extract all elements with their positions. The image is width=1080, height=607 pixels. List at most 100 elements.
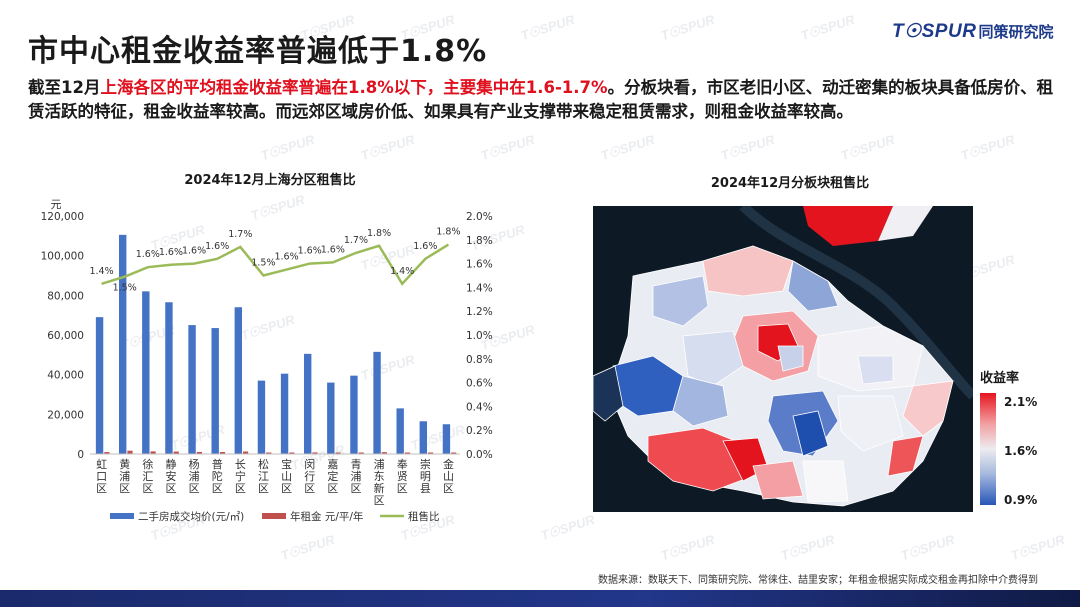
watermark-text: T☉SPUR — [358, 131, 417, 164]
summary-part-1: 截至12月 — [28, 78, 101, 97]
map-colorbar: 收益率 2.1% 1.6% 0.9% — [978, 367, 1068, 517]
x-tick-label: 区 — [258, 482, 269, 495]
y2-tick-label: 1.6% — [466, 259, 493, 271]
map-region — [878, 206, 933, 241]
price-bar — [350, 375, 358, 454]
watermark-text: T☉SPUR — [258, 131, 317, 164]
watermark-text: T☉SPUR — [518, 11, 577, 44]
map-region — [682, 330, 744, 387]
x-tick-label: 嘉 — [327, 457, 338, 471]
x-tick-label: 杨 — [189, 457, 200, 471]
x-tick-label: 区 — [119, 482, 130, 495]
x-tick-label: 汇 — [142, 470, 153, 483]
watermark-text: T☉SPUR — [658, 531, 717, 564]
x-tick-label: 崇 — [420, 458, 431, 471]
watermark-text: T☉SPUR — [538, 511, 597, 544]
x-tick-label: 浦 — [189, 470, 200, 483]
x-tick-label: 浦 — [374, 458, 385, 471]
rent-bar — [335, 452, 341, 454]
y-axis-label: 元 — [51, 198, 62, 211]
rent-bar — [127, 450, 133, 454]
x-tick-label: 区 — [281, 482, 292, 495]
x-tick-label: 东 — [374, 470, 385, 483]
x-tick-label: 区 — [142, 482, 153, 495]
colorbar-tick-low: 0.9% — [1004, 493, 1038, 507]
x-tick-label: 区 — [165, 482, 176, 495]
map-title: 2024年12月分板块租售比 — [710, 176, 870, 191]
x-tick-label: 新 — [374, 481, 385, 495]
map-region — [777, 345, 804, 372]
map-region — [803, 206, 893, 246]
x-tick-label: 松 — [258, 457, 269, 471]
y2-tick-label: 0.0% — [466, 449, 493, 461]
footer-bar — [0, 590, 1080, 607]
rent-bar — [289, 452, 295, 454]
rent-bar — [196, 451, 202, 454]
rent-bar — [451, 452, 457, 454]
watermark-text: T☉SPUR — [798, 11, 857, 44]
colorbar-title: 收益率 — [980, 371, 1020, 386]
rent-bar — [381, 452, 387, 454]
legend-label: 二手房成交均价(元/㎡) — [138, 510, 244, 523]
map-region — [792, 410, 829, 457]
price-bar — [442, 424, 451, 454]
x-tick-label: 区 — [350, 482, 361, 495]
rent-bar — [428, 452, 434, 454]
y-tick-label: 100,000 — [41, 251, 84, 263]
price-bar — [280, 373, 289, 454]
logo-brand-text: T☉SPUR — [892, 21, 977, 42]
x-tick-label: 定 — [327, 469, 338, 483]
ratio-data-label: 1.7% — [344, 235, 368, 246]
map-svg — [593, 206, 973, 512]
y2-tick-label: 1.8% — [466, 235, 493, 247]
map-region — [593, 365, 624, 422]
y2-tick-label: 0.8% — [466, 354, 493, 366]
x-tick-label: 奉 — [397, 457, 408, 471]
watermark-text: T☉SPUR — [898, 531, 957, 564]
chart-title: 2024年12月上海分区租售比 — [184, 172, 355, 188]
x-tick-label: 区 — [397, 482, 408, 495]
x-tick-label: 黄 — [119, 457, 130, 471]
price-bar — [211, 328, 219, 454]
map-region — [902, 380, 954, 437]
ratio-data-label: 1.8% — [436, 227, 460, 238]
x-tick-label: 区 — [374, 494, 385, 507]
x-tick-label: 普 — [212, 457, 223, 471]
rent-bar — [312, 452, 318, 454]
price-bar — [257, 380, 266, 454]
ratio-data-label: 1.6% — [136, 249, 160, 260]
x-tick-label: 区 — [189, 482, 200, 495]
x-tick-label: 区 — [212, 482, 223, 495]
x-tick-label: 长 — [235, 458, 246, 471]
x-tick-label: 区 — [235, 482, 246, 495]
map-region — [802, 460, 849, 503]
map-region — [787, 260, 839, 312]
x-tick-label: 山 — [443, 470, 454, 483]
price-bar — [327, 382, 335, 454]
price-bar — [396, 408, 404, 454]
x-tick-label: 宁 — [235, 469, 246, 483]
colorbar-tick-high: 2.1% — [1004, 395, 1038, 409]
rent-bar — [104, 452, 110, 454]
ratio-data-label: 1.5% — [251, 258, 275, 269]
x-tick-label: 安 — [165, 469, 176, 483]
page-title: 市中心租金收益率普遍低于1.8% — [28, 34, 488, 69]
x-tick-label: 江 — [258, 470, 269, 483]
ratio-data-label: 1.6% — [298, 246, 322, 257]
price-bar — [234, 307, 243, 454]
y-tick-label: 60,000 — [47, 330, 84, 342]
x-tick-label: 静 — [165, 457, 176, 471]
y-tick-label: 40,000 — [47, 370, 84, 382]
watermark-text: T☉SPUR — [958, 131, 1017, 164]
rent-bar — [358, 452, 364, 454]
price-bar — [419, 421, 428, 454]
y-tick-label: 120,000 — [41, 211, 84, 223]
x-tick-label: 陀 — [212, 469, 223, 483]
price-bar — [95, 317, 104, 454]
river-shape — [739, 206, 973, 400]
x-tick-label: 闵 — [304, 457, 315, 471]
y2-tick-label: 1.4% — [466, 282, 493, 294]
summary-highlight: 上海各区的平均租金收益率普遍在1.8%以下，主要集中在1.6-1.7% — [100, 78, 608, 97]
y2-tick-label: 0.4% — [466, 401, 493, 413]
ratio-data-label: 1.6% — [274, 252, 298, 263]
